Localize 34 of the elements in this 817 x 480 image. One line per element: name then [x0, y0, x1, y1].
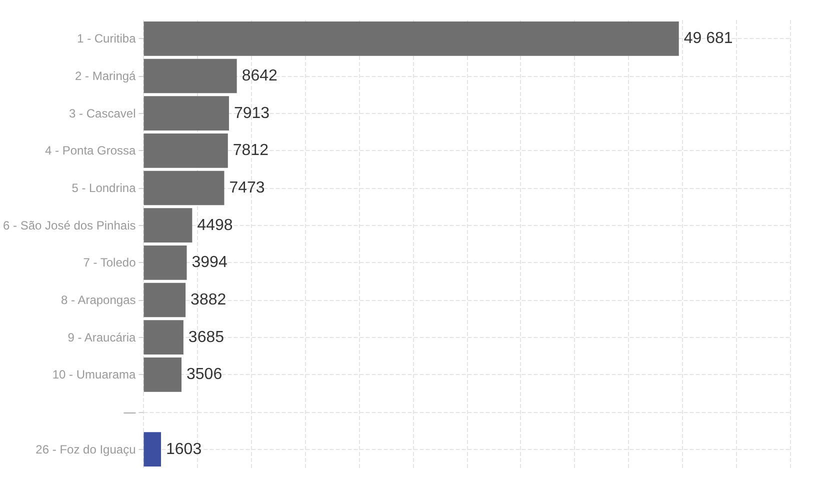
bar	[144, 96, 229, 131]
data-label: 3882	[190, 292, 226, 308]
data-label: 4498	[197, 216, 233, 234]
data-label: 3994	[192, 254, 228, 272]
y-tick-label: 26 - Foz do Iguaçu	[36, 442, 136, 456]
data-label: 7913	[234, 104, 270, 122]
y-tick-label: —	[124, 405, 136, 419]
bar	[144, 58, 237, 94]
data-label: 3506	[186, 366, 222, 384]
data-label: 8642	[242, 68, 278, 84]
bar	[144, 133, 228, 168]
y-tick-label: 9 - Araucária	[68, 330, 136, 344]
y-tick-label: 1 - Curitiba	[77, 32, 136, 46]
y-tick-label: 4 - Ponta Grossa	[45, 144, 136, 158]
y-tick-label: 3 - Cascavel	[69, 106, 136, 120]
y-tick-label: 8 - Arapongas	[61, 293, 136, 307]
y-tick-label: 7 - Toledo	[83, 256, 136, 270]
bar	[144, 170, 224, 206]
data-label: 7812	[232, 142, 269, 160]
y-tick-label: 5 - Londrina	[72, 181, 136, 195]
bar	[144, 320, 184, 355]
data-label: 7473	[229, 180, 265, 196]
y-tick-label: 10 - Umuarama	[52, 368, 136, 382]
y-tick-label: 2 - Maringá	[75, 69, 136, 83]
bar	[144, 208, 192, 243]
data-label: 1603	[166, 440, 202, 458]
bar	[144, 357, 182, 392]
y-tick-label: 6 - São José dos Pinhais	[2, 218, 136, 232]
data-label: 3685	[188, 328, 224, 346]
data-label: 49 681	[684, 30, 733, 48]
bar	[144, 282, 186, 318]
bar	[144, 245, 187, 280]
bar	[144, 432, 162, 467]
bar	[144, 21, 679, 56]
